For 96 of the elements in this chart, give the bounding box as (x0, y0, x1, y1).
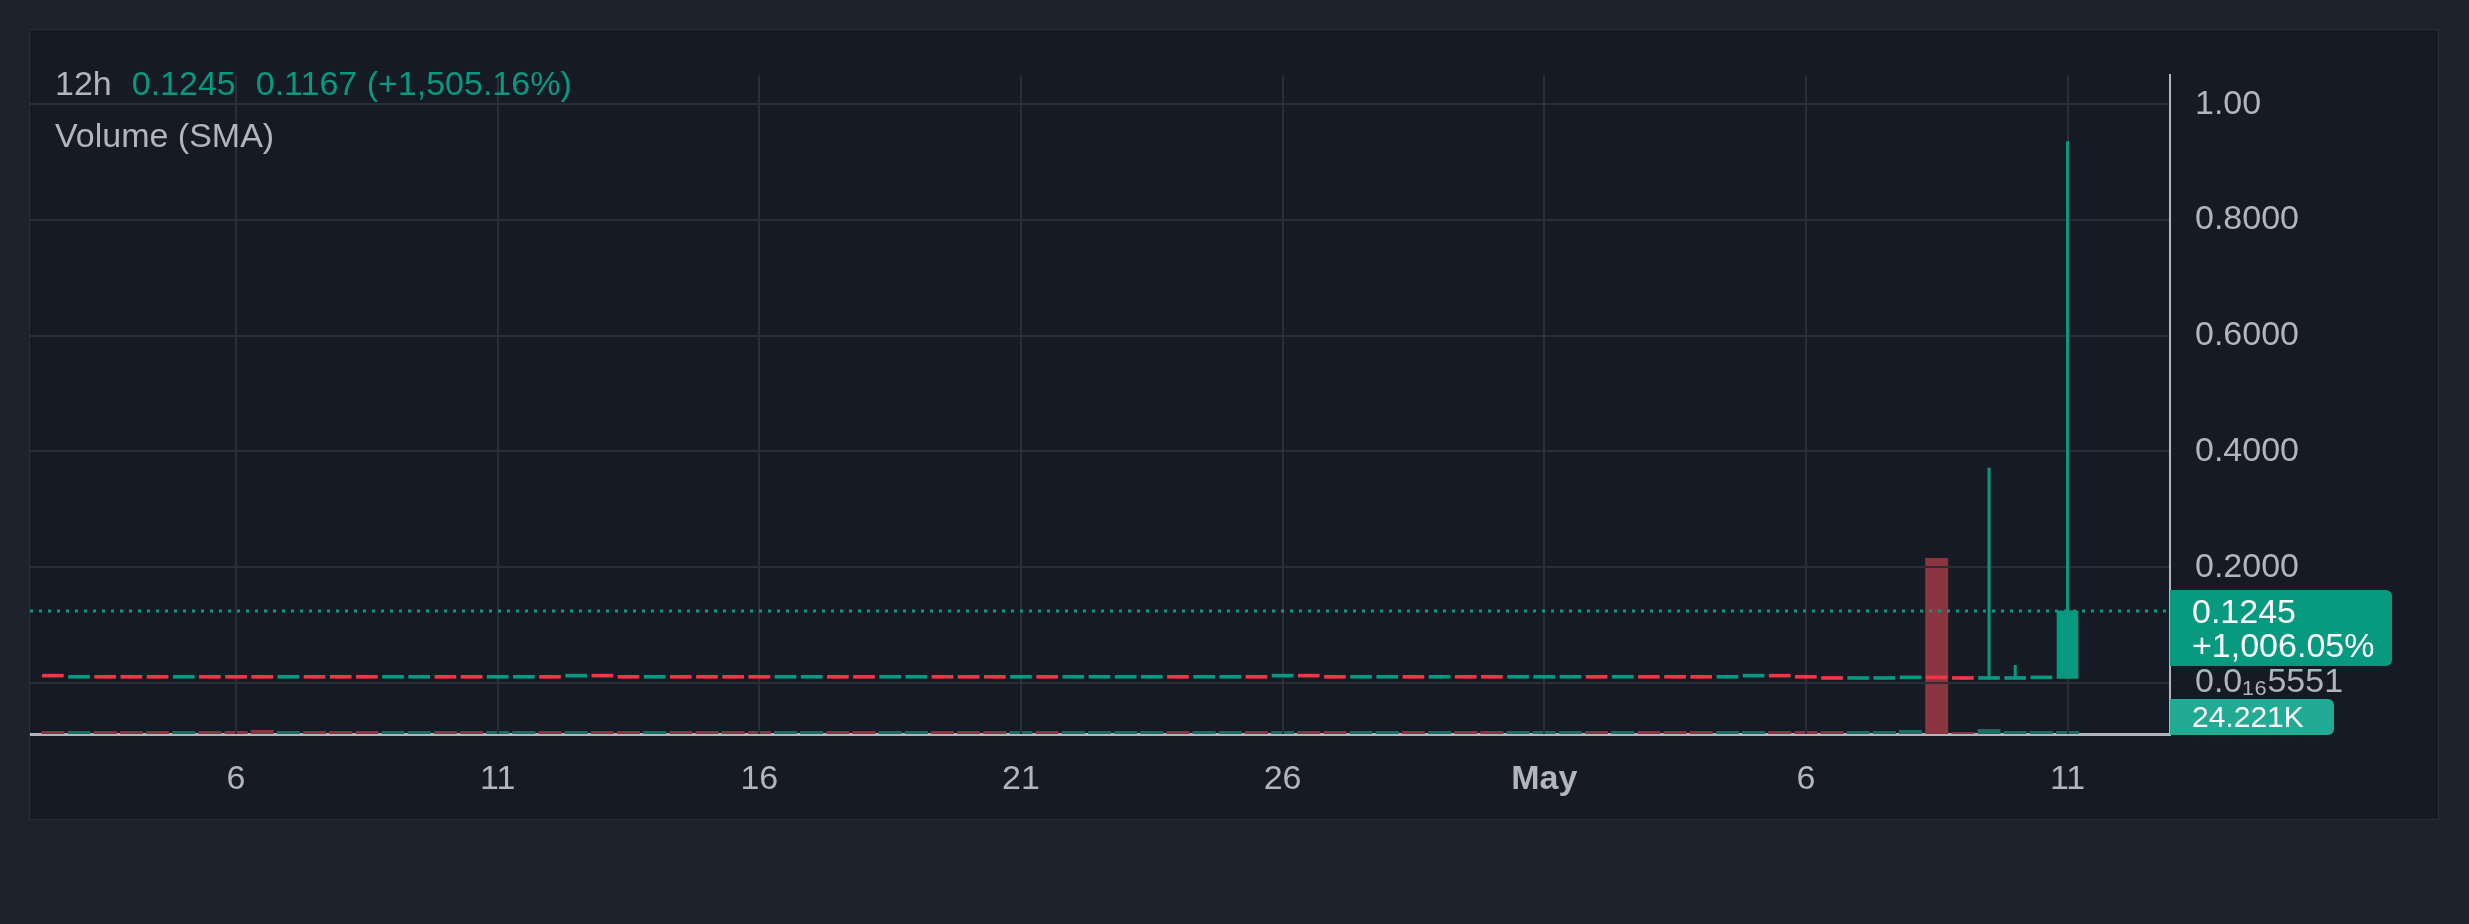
x-tick-label: 16 (740, 757, 779, 796)
bar (1925, 558, 1949, 734)
y-tick-label: 0.6000 (2195, 314, 2299, 353)
bar (41, 731, 65, 734)
bar (669, 731, 693, 734)
bar (617, 731, 640, 734)
bar (407, 731, 431, 734)
bar (329, 731, 353, 734)
y-tick-label: 0.8000 (2195, 198, 2299, 237)
bar (1035, 731, 1059, 734)
bar (1140, 731, 1164, 734)
bar (1114, 731, 1138, 734)
bar (303, 731, 327, 734)
bar (1846, 731, 1870, 734)
bar (983, 731, 1007, 734)
x-tick-label: 6 (1796, 757, 1816, 796)
bar (643, 731, 667, 734)
bar (1794, 731, 1818, 734)
bar (1401, 731, 1425, 734)
ref-line-label: 0.1245 +1,006.05% (2170, 589, 2393, 666)
bar (1611, 731, 1635, 734)
y-tick-label: 0.2000 (2195, 545, 2299, 584)
bar (1558, 731, 1582, 734)
bar (224, 731, 248, 734)
bar (800, 731, 824, 734)
bar (67, 731, 91, 734)
bar (721, 731, 745, 734)
x-tick-label: May (1511, 757, 1578, 796)
bar (1715, 731, 1739, 734)
bar (957, 731, 981, 734)
bar (1585, 731, 1609, 734)
bar (460, 731, 484, 734)
bar (1768, 731, 1792, 734)
bar (773, 731, 797, 734)
bar (1899, 729, 1923, 734)
bar (198, 731, 222, 734)
bar (852, 731, 876, 734)
x-tick-label: 6 (226, 757, 246, 796)
bar (486, 731, 510, 734)
y-tick-label: 0.4000 (2195, 429, 2299, 468)
x-tick-label: 11 (480, 757, 516, 796)
bar (172, 731, 196, 734)
bar (1244, 731, 1268, 734)
bar (2029, 731, 2053, 734)
bar (433, 731, 457, 734)
bar (1872, 731, 1896, 734)
bar (930, 731, 954, 734)
bar (1297, 731, 1321, 734)
bar (276, 731, 300, 734)
bar (538, 731, 562, 734)
annotation: 0.1245 (131, 64, 236, 102)
bar (564, 731, 588, 734)
bar (355, 731, 379, 734)
bar (1689, 731, 1713, 734)
bar (381, 731, 405, 734)
chart-title: Volume (SMA) (55, 116, 275, 154)
x-tick-label: 21 (1002, 757, 1040, 796)
bar (695, 731, 719, 734)
bar (250, 729, 274, 734)
bar (1506, 731, 1530, 734)
bar (1087, 731, 1111, 734)
bar (119, 731, 143, 734)
bar (1532, 731, 1556, 734)
bar (1009, 731, 1033, 734)
bar (747, 731, 771, 734)
bar (1375, 731, 1399, 734)
bar (1218, 731, 1242, 734)
bar (1742, 731, 1766, 734)
bar (512, 731, 536, 734)
bar (1166, 731, 1190, 734)
bar (1663, 731, 1687, 734)
bar (826, 731, 850, 734)
bar (878, 731, 902, 734)
annotation: 0.1167 (+1,505.16%) (255, 64, 572, 102)
bar (1820, 731, 1844, 734)
y-tick-label: 1.00 (2195, 82, 2262, 121)
bar (1323, 731, 1347, 734)
chart-title: 12h (55, 64, 112, 102)
bar (1454, 731, 1478, 734)
bar (1480, 731, 1504, 734)
bar (1637, 731, 1661, 734)
x-tick-label: 26 (1263, 757, 1302, 796)
bar (2003, 731, 2027, 734)
bar (1977, 729, 2001, 734)
bar (146, 731, 170, 734)
bar (1428, 731, 1452, 734)
bar (2056, 731, 2080, 734)
bar (93, 731, 117, 734)
bar (1192, 731, 1216, 734)
text: 24.221K (2170, 699, 2334, 735)
bar (1271, 731, 1295, 734)
x-tick-label: 11 (2049, 757, 2086, 796)
bar (1349, 731, 1373, 734)
bar (1061, 731, 1085, 734)
bar (590, 731, 614, 734)
bar (904, 731, 928, 734)
